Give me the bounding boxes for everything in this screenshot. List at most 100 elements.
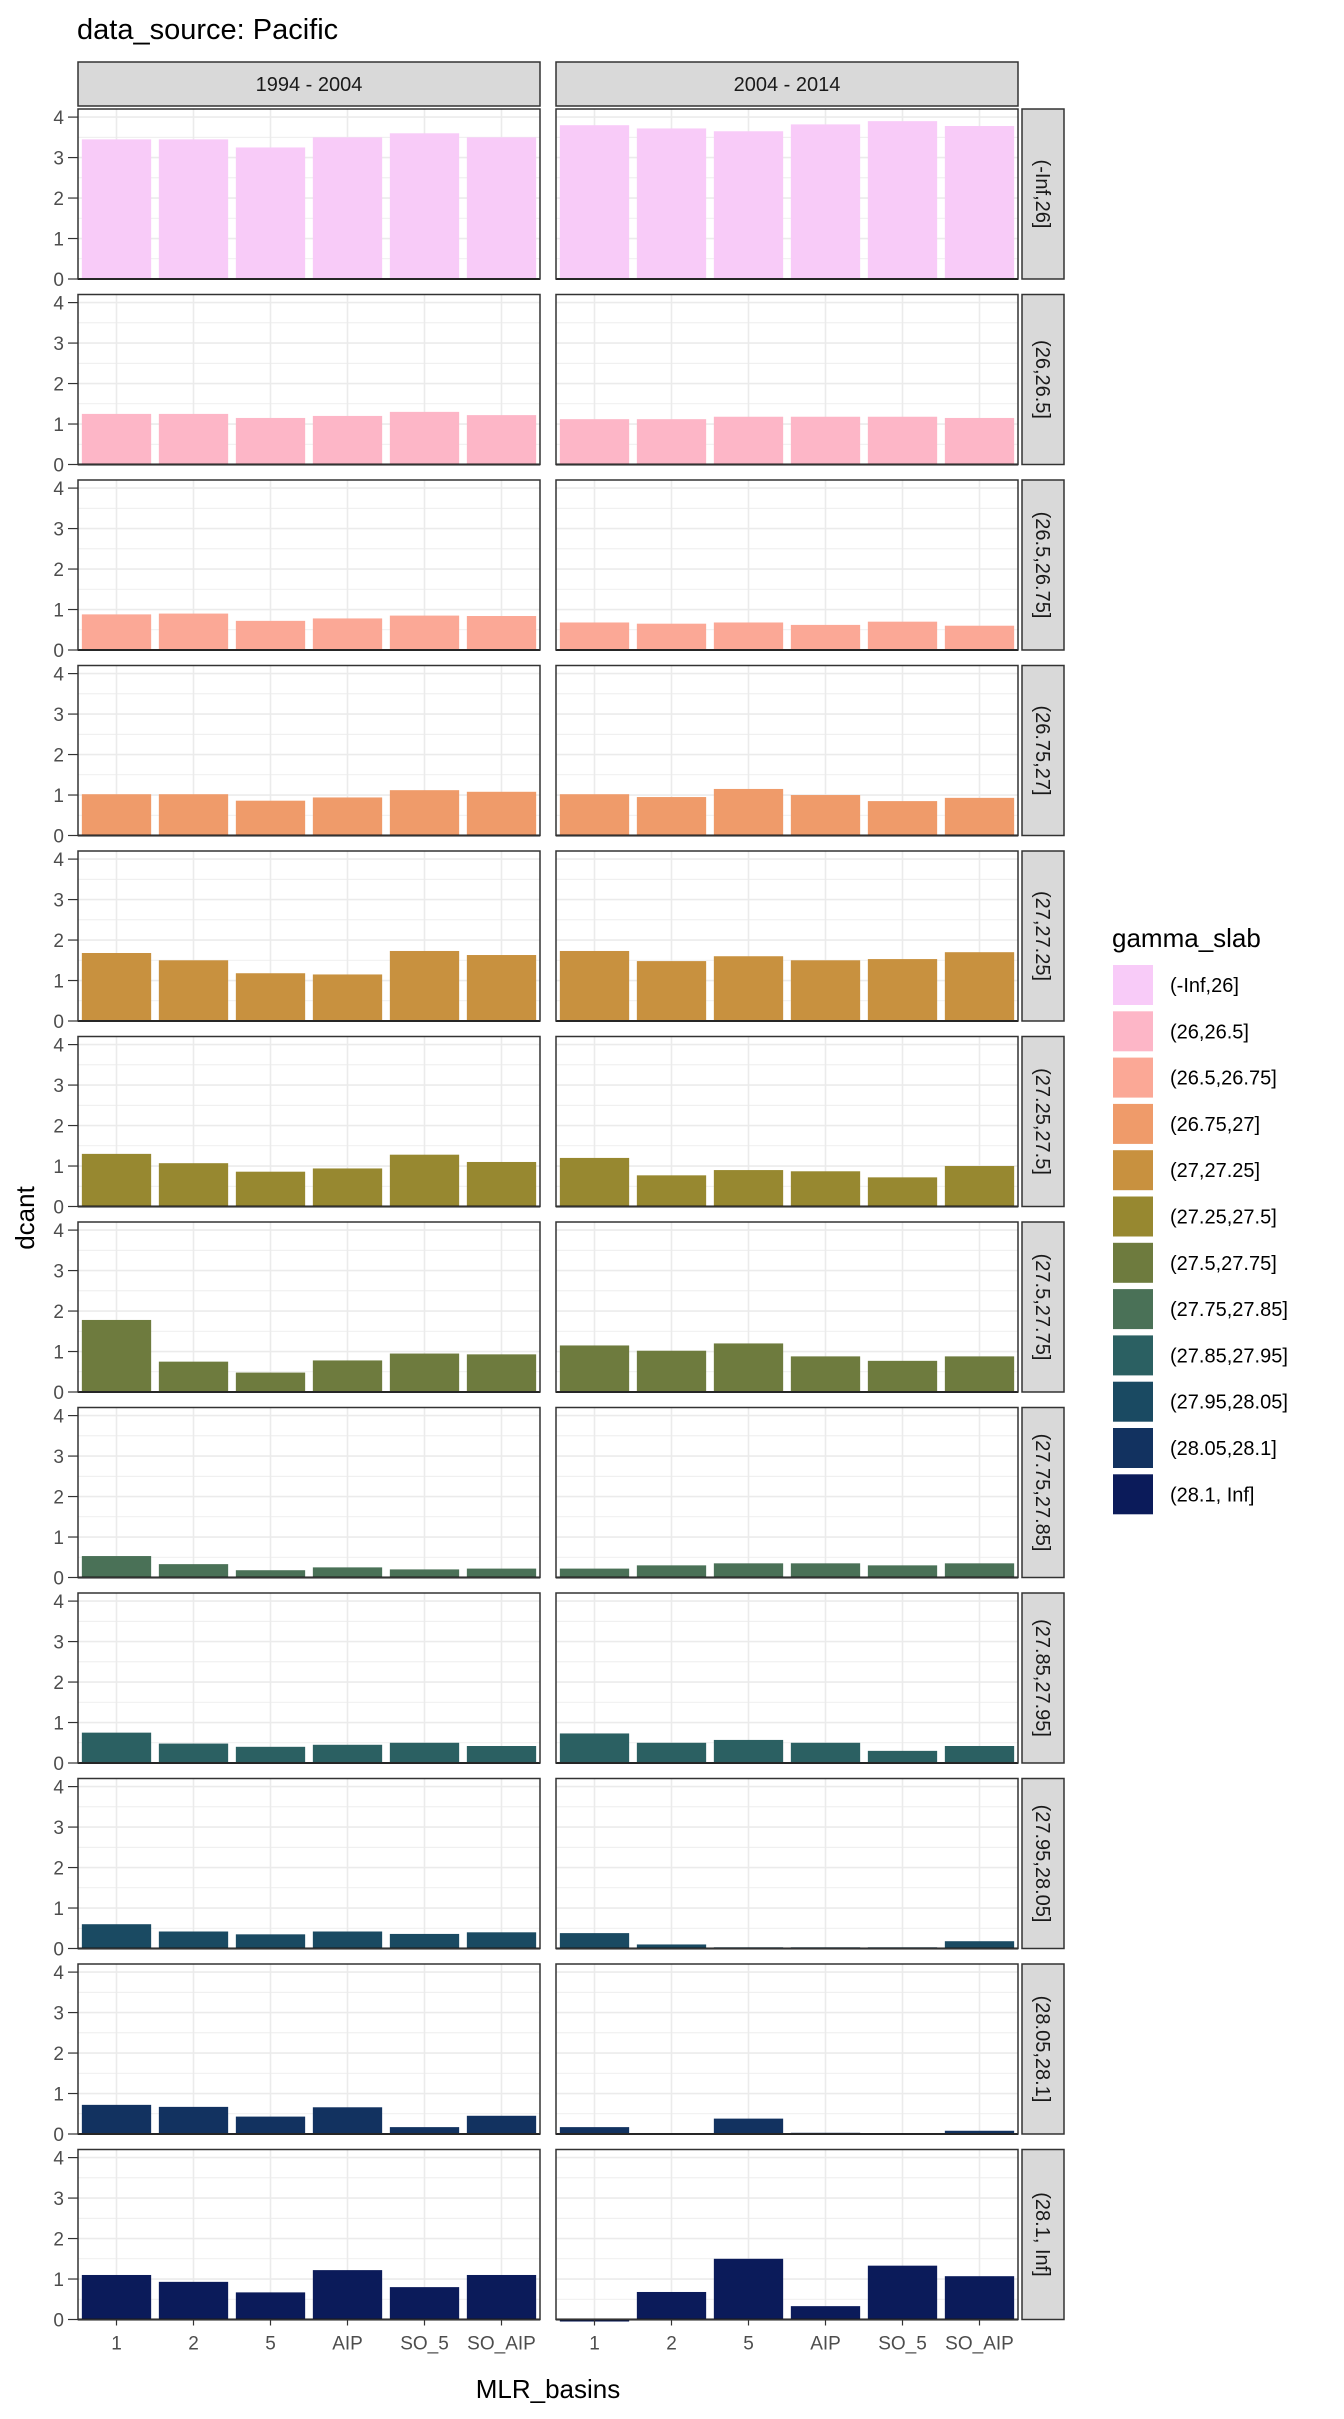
bar bbox=[466, 955, 537, 1021]
bar bbox=[559, 125, 630, 279]
panel-border bbox=[77, 479, 541, 651]
bar bbox=[559, 2127, 630, 2134]
panel-border bbox=[77, 293, 541, 466]
y-tick-label: 4 bbox=[53, 1221, 64, 1242]
panel-background bbox=[556, 1407, 1018, 1578]
bar bbox=[559, 1345, 630, 1392]
bar bbox=[389, 411, 460, 465]
bar bbox=[466, 137, 537, 279]
facet-row: (27,27.25] 0 1 2 3 4 bbox=[53, 850, 1065, 1033]
bar bbox=[81, 1153, 152, 1207]
panel-border bbox=[77, 664, 541, 837]
bar bbox=[944, 126, 1015, 279]
row-strip-label: (27.95,28.05] bbox=[1031, 1805, 1053, 1923]
bar bbox=[81, 1924, 152, 1949]
y-tick-label: 1 bbox=[53, 601, 64, 622]
y-tick-label: 0 bbox=[53, 1754, 64, 1775]
bar bbox=[559, 1157, 630, 1207]
y-tick-label: 1 bbox=[53, 1343, 64, 1364]
bar bbox=[158, 1743, 229, 1763]
legend-label: (28.05,28.1] bbox=[1170, 1438, 1277, 1460]
facet-panel bbox=[555, 850, 1019, 1022]
x-tick-label: SO_5 bbox=[400, 2334, 449, 2355]
bar bbox=[944, 952, 1015, 1021]
facet-panel bbox=[77, 1592, 541, 1764]
facet-row: (27.85,27.95] 0 1 2 3 4 bbox=[53, 1592, 1065, 1775]
row-strip-label: (26,26.5] bbox=[1031, 340, 1053, 419]
row-strip-label: (26.5,26.75] bbox=[1031, 512, 1053, 619]
y-tick-label: 4 bbox=[53, 479, 64, 500]
y-tick-label: 0 bbox=[53, 1383, 64, 1404]
bar bbox=[713, 1170, 784, 1207]
row-strip-label: (-Inf,26] bbox=[1031, 160, 1053, 229]
y-tick-label: 0 bbox=[53, 2125, 64, 2146]
bar bbox=[559, 1933, 630, 1949]
y-tick-label: 3 bbox=[53, 2004, 64, 2025]
bar bbox=[389, 2287, 460, 2320]
bar bbox=[944, 1746, 1015, 1763]
legend-title: gamma_slab bbox=[1112, 923, 1261, 953]
panel-border bbox=[77, 850, 541, 1022]
x-tick-label: 5 bbox=[265, 2334, 276, 2355]
y-tick-label: 3 bbox=[53, 1447, 64, 1468]
bar bbox=[235, 1372, 306, 1392]
bar bbox=[713, 788, 784, 836]
bar bbox=[790, 416, 861, 465]
row-strip-box bbox=[1021, 1035, 1065, 1208]
bar bbox=[158, 1361, 229, 1392]
bar bbox=[312, 618, 383, 650]
bar bbox=[713, 416, 784, 465]
y-tick-label: 0 bbox=[53, 1012, 64, 1033]
legend-label: (27.5,27.75] bbox=[1170, 1253, 1277, 1275]
bar bbox=[158, 2106, 229, 2134]
bar bbox=[944, 1166, 1015, 1207]
facet-row: (27.25,27.5] 0 1 2 3 4 bbox=[53, 1035, 1065, 1219]
row-strip-label: (28.05,28.1] bbox=[1031, 1996, 1053, 2103]
facet-panel bbox=[555, 664, 1019, 837]
row-strip-label: (28.1, Inf] bbox=[1031, 2192, 1053, 2277]
bar bbox=[235, 1570, 306, 1578]
panel-border bbox=[555, 2148, 1019, 2321]
bar bbox=[389, 1742, 460, 1763]
bar bbox=[81, 614, 152, 650]
bar bbox=[235, 2292, 306, 2320]
bar bbox=[944, 797, 1015, 836]
bar bbox=[389, 1933, 460, 1949]
bar bbox=[235, 973, 306, 1021]
y-tick-label: 0 bbox=[53, 1198, 64, 1219]
bar bbox=[466, 1746, 537, 1763]
y-tick-label: 2 bbox=[53, 1859, 64, 1880]
legend-label: (26,26.5] bbox=[1170, 1021, 1249, 1043]
legend-swatch bbox=[1113, 1103, 1153, 1144]
y-tick-label: 1 bbox=[53, 2085, 64, 2106]
legend-swatch bbox=[1113, 1011, 1153, 1052]
bar bbox=[559, 950, 630, 1021]
bar bbox=[389, 1569, 460, 1578]
panel-border bbox=[77, 1777, 541, 1950]
bar bbox=[235, 1171, 306, 1207]
bar bbox=[636, 2291, 707, 2320]
panel-border bbox=[77, 1035, 541, 1208]
bar bbox=[81, 2104, 152, 2134]
y-tick-label: 1 bbox=[53, 2270, 64, 2291]
facet-panel bbox=[77, 108, 541, 280]
x-tick-label: SO_AIP bbox=[467, 2334, 536, 2355]
y-tick-label: 2 bbox=[53, 931, 64, 952]
facet-panel bbox=[555, 1963, 1019, 2135]
x-tick-label: AIP bbox=[810, 2334, 841, 2355]
facet-panel bbox=[555, 1221, 1019, 1393]
y-tick-label: 0 bbox=[53, 827, 64, 848]
panel-border bbox=[555, 1406, 1019, 1579]
facet-row: (26.75,27] 0 1 2 3 4 bbox=[53, 664, 1065, 848]
y-tick-label: 1 bbox=[53, 415, 64, 436]
bar bbox=[312, 1168, 383, 1207]
facet-panel bbox=[555, 479, 1019, 651]
y-tick-label: 3 bbox=[53, 1633, 64, 1654]
bar bbox=[389, 790, 460, 836]
row-strip-box bbox=[1021, 1777, 1065, 1950]
legend-swatch bbox=[1113, 1196, 1153, 1237]
bar bbox=[636, 1565, 707, 1578]
facet-panel bbox=[555, 108, 1019, 280]
y-tick-label: 1 bbox=[53, 1157, 64, 1178]
facet-panel bbox=[555, 1035, 1019, 1208]
